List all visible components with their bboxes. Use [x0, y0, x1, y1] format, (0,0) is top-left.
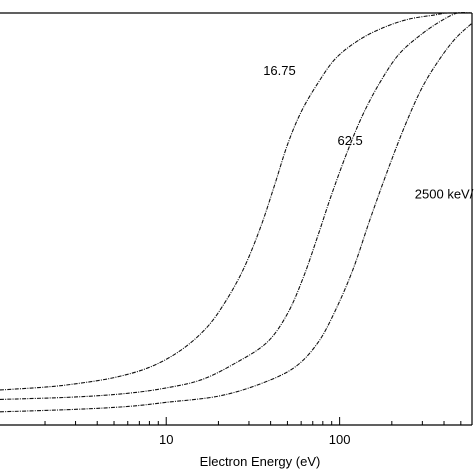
series-line-2 [0, 11, 473, 401]
axes: 10 100 [0, 12, 473, 447]
x-tick-label: 100 [329, 432, 351, 447]
x-axis-title: Electron Energy (eV) [200, 454, 321, 469]
series-line-1 [0, 12, 473, 391]
series-lines [0, 11, 473, 413]
series-line-3 [0, 22, 473, 413]
series-labels: 16.75 62.5 2500 keV/u [263, 63, 474, 202]
series-label-3: 2500 keV/u [415, 186, 474, 201]
series-label-1: 16.75 [263, 63, 296, 78]
x-tick-label: 10 [159, 432, 173, 447]
series-label-2: 62.5 [337, 133, 362, 148]
